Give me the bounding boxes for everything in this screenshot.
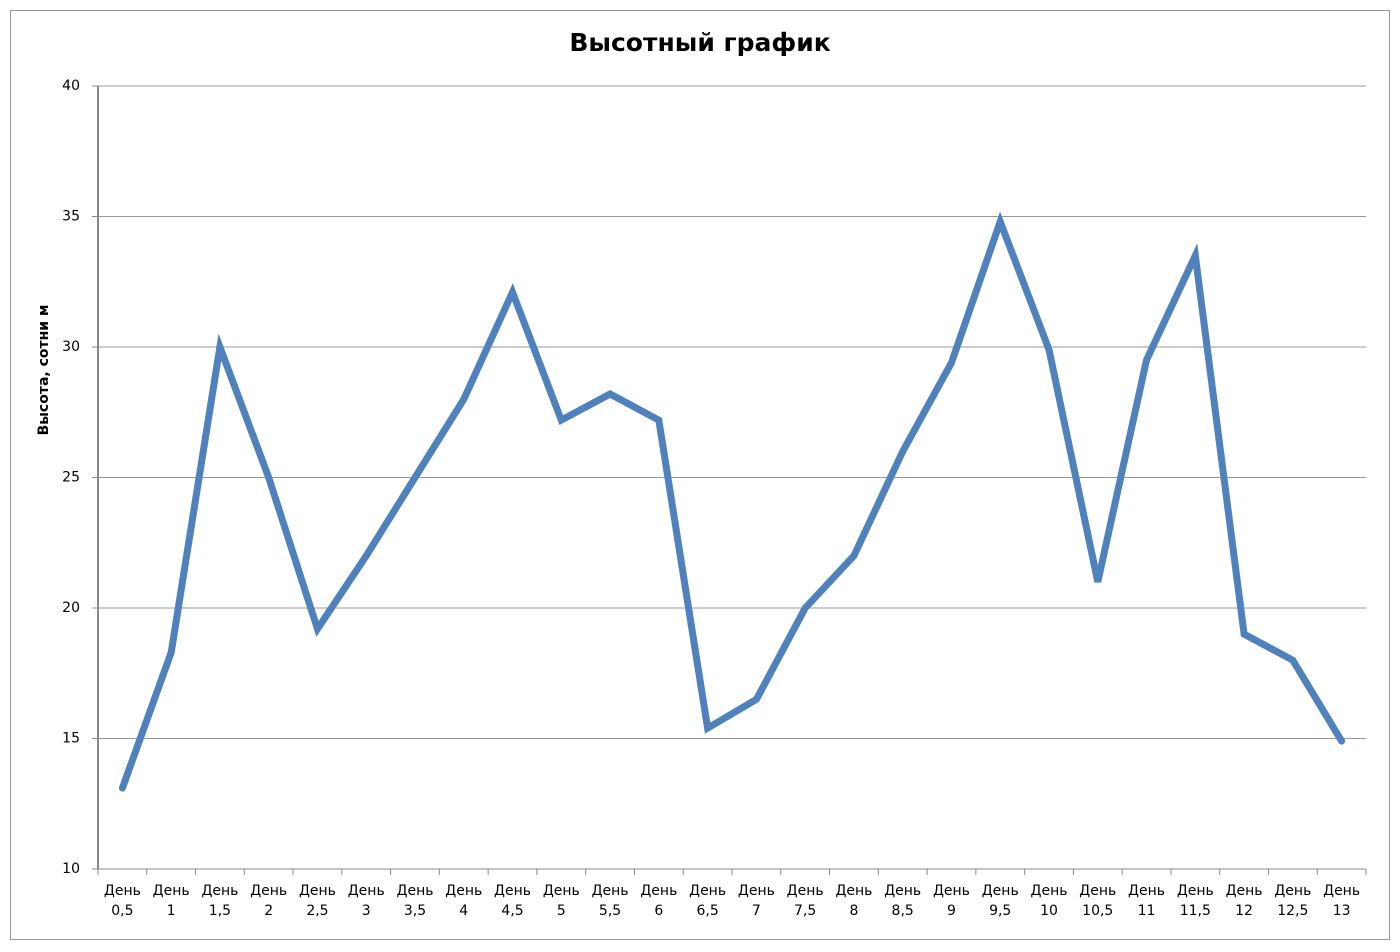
x-tick-label: День 4 — [445, 883, 483, 919]
y-tick-label: 20 — [62, 600, 80, 616]
chart-title: Высотный график — [569, 28, 830, 57]
x-tick-label: День 6,5 — [689, 883, 727, 919]
x-tick-label: День 5,5 — [591, 883, 629, 919]
x-tick-label: День 10 — [1030, 883, 1068, 919]
x-tick-label: День 1,5 — [201, 883, 239, 919]
x-tick-label: День 4,5 — [494, 883, 532, 919]
x-tick-label: День 7,5 — [786, 883, 824, 919]
x-tick-label: День 3,5 — [396, 883, 434, 919]
x-tick-label: День 12,5 — [1274, 883, 1312, 919]
y-tick-label: 10 — [62, 861, 80, 877]
y-tick-label: 30 — [62, 339, 80, 355]
data-line — [118, 211, 1346, 792]
chart-border — [10, 10, 1390, 940]
x-tick-label: День 9 — [932, 883, 970, 919]
x-tick-label: День 8,5 — [884, 883, 922, 919]
y-tick-label: 15 — [62, 731, 80, 747]
x-tick-label: День 8 — [835, 883, 873, 919]
x-tick-label: День 6 — [640, 883, 678, 919]
x-tick-label: День 9,5 — [981, 883, 1019, 919]
y-tick-label: 25 — [62, 470, 80, 486]
x-tick-label: День 3 — [347, 883, 385, 919]
x-tick-label: День 11 — [1128, 883, 1166, 919]
y-tick-label: 40 — [62, 78, 80, 94]
x-tick-label: День 5 — [542, 883, 580, 919]
x-tick-label: День 11,5 — [1176, 883, 1214, 919]
x-tick-label: День 10,5 — [1079, 883, 1117, 919]
y-tick-label: 35 — [62, 209, 80, 225]
x-tick-label: День 1 — [152, 883, 190, 919]
x-tick-label: День 12 — [1225, 883, 1263, 919]
x-tick-label: День 7 — [737, 883, 775, 919]
x-tick-label: День 0,5 — [103, 883, 141, 919]
y-axis-label: Высота, сотни м — [36, 305, 52, 436]
x-tick-label: День 2 — [250, 883, 288, 919]
x-tick-label: День 13 — [1323, 883, 1361, 919]
x-tick-label: День 2,5 — [298, 883, 336, 919]
